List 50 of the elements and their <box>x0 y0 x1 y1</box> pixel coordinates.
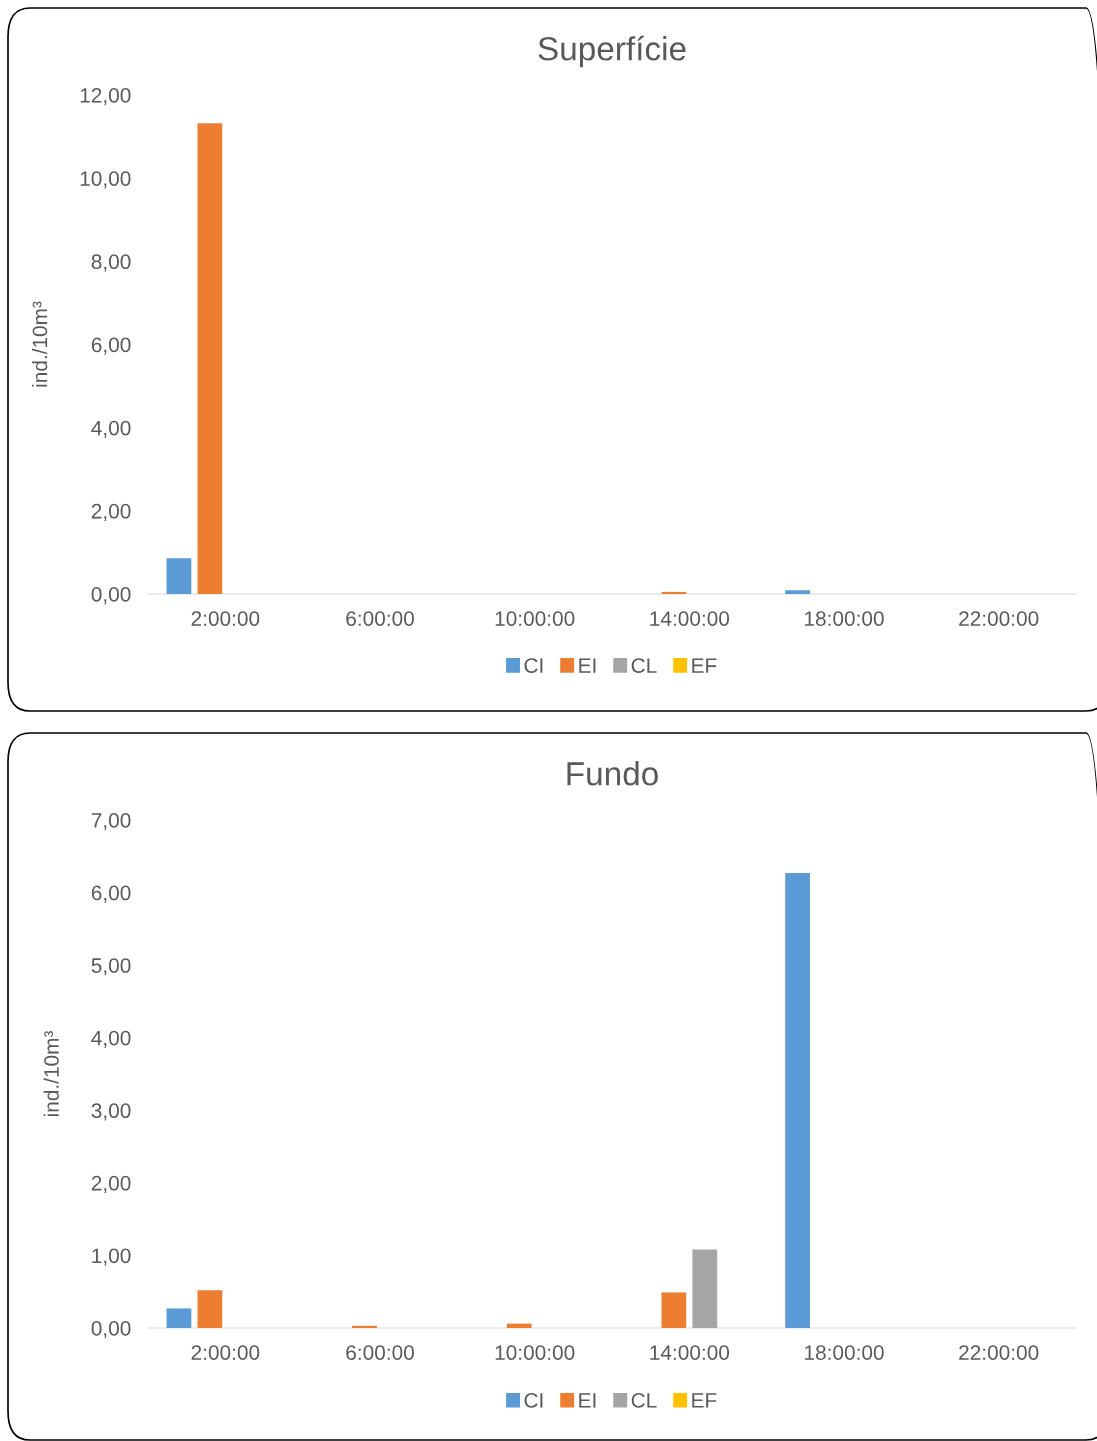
bar <box>785 872 810 1328</box>
y-tick-label: 6,00 <box>91 337 131 355</box>
y-tick-label: 10,00 <box>80 171 131 189</box>
bar <box>352 1325 377 1328</box>
legend-label: EI <box>579 1393 596 1408</box>
y-tick-label: 3,00 <box>91 1103 131 1121</box>
y-tick-label: 0,00 <box>91 587 131 605</box>
bar <box>506 1323 532 1328</box>
x-tick-label: 2:00:00 <box>191 1345 260 1360</box>
bar <box>785 590 810 594</box>
bar <box>197 1290 223 1328</box>
x-tick-label: 6:00:00 <box>346 611 414 626</box>
y-tick-label: 12,00 <box>80 88 131 106</box>
x-tick-label: 22:00:00 <box>959 611 1039 626</box>
bar <box>692 1249 718 1328</box>
x-tick-label: 10:00:00 <box>495 1345 575 1360</box>
legend-label: EF <box>692 1393 717 1408</box>
bar <box>197 123 223 594</box>
y-tick-label: 7,00 <box>91 813 131 831</box>
legend-label: CL <box>631 658 657 673</box>
x-tick-label: 22:00:00 <box>959 1345 1039 1360</box>
y-tick-label: 4,00 <box>91 1030 131 1048</box>
x-tick-label: 6:00:00 <box>346 1345 414 1360</box>
legend-label: EF <box>692 658 717 673</box>
y-axis-title: ind./10m³ <box>32 301 48 387</box>
bar <box>166 1308 192 1328</box>
x-tick-label: 2:00:00 <box>191 611 260 626</box>
chart-title: Fundo <box>567 761 658 786</box>
y-tick-label: 1,00 <box>92 1248 131 1266</box>
bar <box>661 1292 687 1328</box>
x-tick-label: 18:00:00 <box>805 1345 884 1360</box>
legend-label: EI <box>579 658 596 673</box>
bar <box>661 591 687 594</box>
legend-label: CI <box>524 658 543 673</box>
x-tick-label: 18:00:00 <box>805 611 884 626</box>
x-tick-label: 10:00:00 <box>495 611 575 626</box>
bar <box>166 558 192 594</box>
y-tick-label: 8,00 <box>91 254 131 272</box>
x-tick-label: 14:00:00 <box>650 1345 730 1360</box>
y-axis-title: ind./10m³ <box>43 1030 59 1117</box>
y-tick-label: 0,00 <box>91 1321 131 1339</box>
x-tick-label: 14:00:00 <box>650 611 730 626</box>
legend-label: CI <box>524 1393 543 1408</box>
legend-label: CL <box>631 1393 657 1408</box>
y-tick-label: 4,00 <box>91 420 131 438</box>
y-tick-label: 2,00 <box>91 1175 131 1194</box>
y-tick-label: 2,00 <box>91 503 131 522</box>
chart-title: Superfície <box>538 35 686 68</box>
y-tick-label: 6,00 <box>91 885 131 903</box>
y-tick-label: 5,00 <box>91 958 131 976</box>
